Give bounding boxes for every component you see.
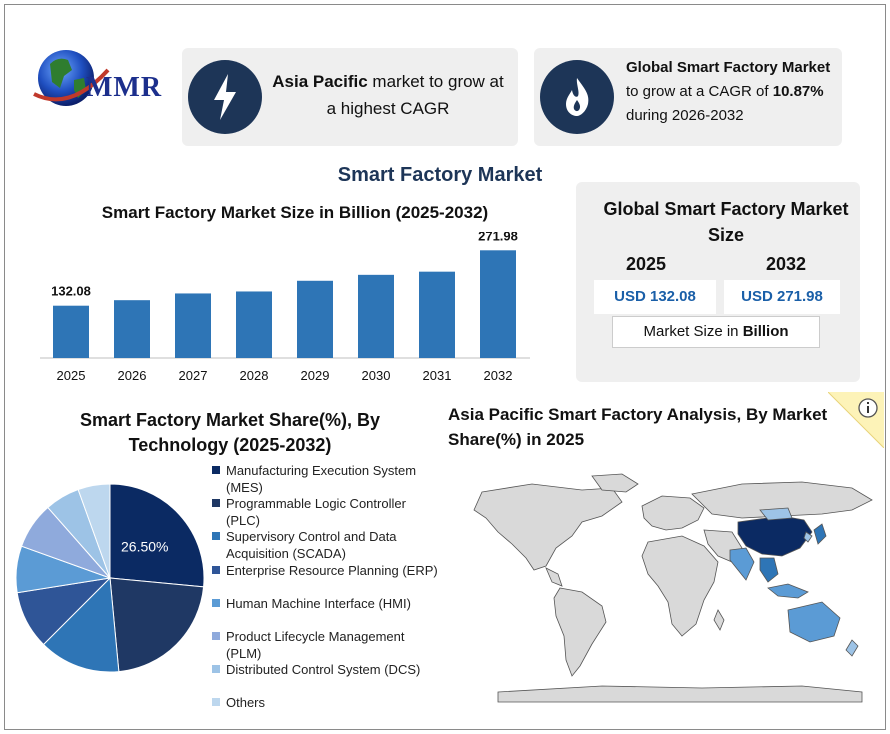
bar-xtick-2025: 2025	[57, 368, 86, 383]
market-size-summary: Global Smart Factory Market Size 2025 20…	[576, 182, 860, 382]
legend-swatch-1	[212, 499, 220, 507]
bar-xtick-2027: 2027	[179, 368, 208, 383]
logo-text: MMR	[86, 72, 163, 103]
legend-label-6: Distributed Control System (DCS)	[226, 662, 421, 677]
legend-item-7: Others	[212, 694, 442, 711]
bar-2032	[480, 250, 516, 358]
bar-xtick-2028: 2028	[240, 368, 269, 383]
bar-2030	[358, 274, 394, 358]
bar-xtick-2032: 2032	[484, 368, 513, 383]
bar-data-label-2032: 271.98	[478, 232, 518, 243]
summary-value-2025: USD 132.08	[594, 280, 716, 314]
bar-chart-title: Smart Factory Market Size in Billion (20…	[101, 203, 489, 222]
map-region-new-zealand	[845, 639, 859, 657]
bar-chart: 2025 132.08 2026 2027 2028 2029 2030 2031 2032 27…	[40, 232, 530, 383]
summary-title: Global Smart Factory Market Size	[603, 199, 849, 245]
map-region-indonesia	[767, 583, 809, 599]
legend-swatch-4	[212, 599, 220, 607]
legend-label-2: Supervisory Control and Data Acquisition…	[226, 529, 397, 561]
bar-xtick-2029: 2029	[301, 368, 330, 383]
legend-label-1: Programmable Logic Controller (PLC)	[226, 496, 406, 528]
infographic-frame	[4, 4, 886, 730]
legend-swatch-6	[212, 665, 220, 673]
world-map	[473, 473, 873, 703]
bar-data-label-2025: 132.08	[51, 284, 91, 299]
legend-swatch-7	[212, 698, 220, 706]
map-title: Asia Pacific Smart Factory Analysis, By …	[448, 405, 828, 449]
map-region-india	[729, 547, 755, 581]
legend-label-0: Manufacturing Execution System (MES)	[226, 463, 417, 495]
globe-icon	[33, 50, 110, 106]
summary-year-2025: 2025	[625, 254, 667, 274]
legend-label-5: Product Lifecycle Management (PLM)	[226, 629, 405, 661]
global-cagr-text: Global Smart Factory Market to grow at a…	[626, 59, 831, 124]
summary-value-2032: USD 271.98	[724, 280, 840, 314]
summary-year-2032: 2032	[765, 254, 807, 274]
legend-item-5: Product Lifecycle Management (PLM)	[212, 628, 442, 662]
global-cagr-card: Global Smart Factory Market to grow at a…	[534, 48, 842, 146]
pie-slice-1	[109, 577, 205, 673]
pie-data-label-0: 26.50%	[121, 538, 168, 554]
map-region-southeast-asia	[759, 557, 779, 583]
map-region-japan	[813, 523, 827, 545]
legend-swatch-3	[212, 566, 220, 574]
pie-slice-7	[77, 483, 111, 579]
legend-item-6: Distributed Control System (DCS)	[212, 661, 442, 678]
mmr-logo: MMR	[30, 42, 180, 122]
legend-swatch-0	[212, 466, 220, 474]
legend-swatch-2	[212, 532, 220, 540]
map-region-australia	[787, 601, 841, 643]
bar-xtick-2031: 2031	[423, 368, 452, 383]
pie-chart: 26.50%	[15, 483, 205, 673]
legend-label-7: Others	[226, 695, 266, 710]
legend-item-1: Programmable Logic Controller (PLC)	[212, 495, 442, 529]
lightning-icon	[188, 60, 262, 134]
map-region-mongolia	[759, 507, 793, 521]
pie-chart-title: Smart Factory Market Share(%), By Techno…	[79, 410, 381, 455]
info-icon[interactable]	[828, 392, 884, 448]
asia-pacific-card: Asia Pacific market to grow at a highest…	[182, 48, 518, 146]
flame-icon	[540, 60, 614, 134]
asia-pacific-text: Asia Pacific market to grow at a highest…	[272, 72, 504, 118]
bar-2031	[419, 271, 455, 358]
summary-note: Market Size in Billion	[612, 316, 820, 348]
map-region-china	[737, 515, 813, 557]
map-region-korea	[803, 531, 813, 543]
bar-2027	[175, 293, 211, 358]
bar-2026	[114, 300, 150, 358]
main-title: Smart Factory Market	[337, 164, 543, 186]
bar-xtick-2030: 2030	[362, 368, 391, 383]
bar-2029	[297, 280, 333, 358]
legend-item-3: Enterprise Resource Planning (ERP)	[212, 562, 442, 579]
legend-item-4: Human Machine Interface (HMI)	[212, 595, 442, 612]
pie-slice-2	[42, 576, 120, 673]
bar-xtick-2026: 2026	[118, 368, 147, 383]
legend-item-0: Manufacturing Execution System (MES)	[212, 462, 442, 496]
bar-2025	[53, 305, 89, 358]
legend-label-4: Human Machine Interface (HMI)	[226, 596, 411, 611]
legend-swatch-5	[212, 632, 220, 640]
pie-slice-0	[109, 483, 205, 588]
bar-2028	[236, 291, 272, 358]
legend-item-2: Supervisory Control and Data Acquisition…	[212, 528, 442, 562]
legend-label-3: Enterprise Resource Planning (ERP)	[226, 563, 438, 578]
